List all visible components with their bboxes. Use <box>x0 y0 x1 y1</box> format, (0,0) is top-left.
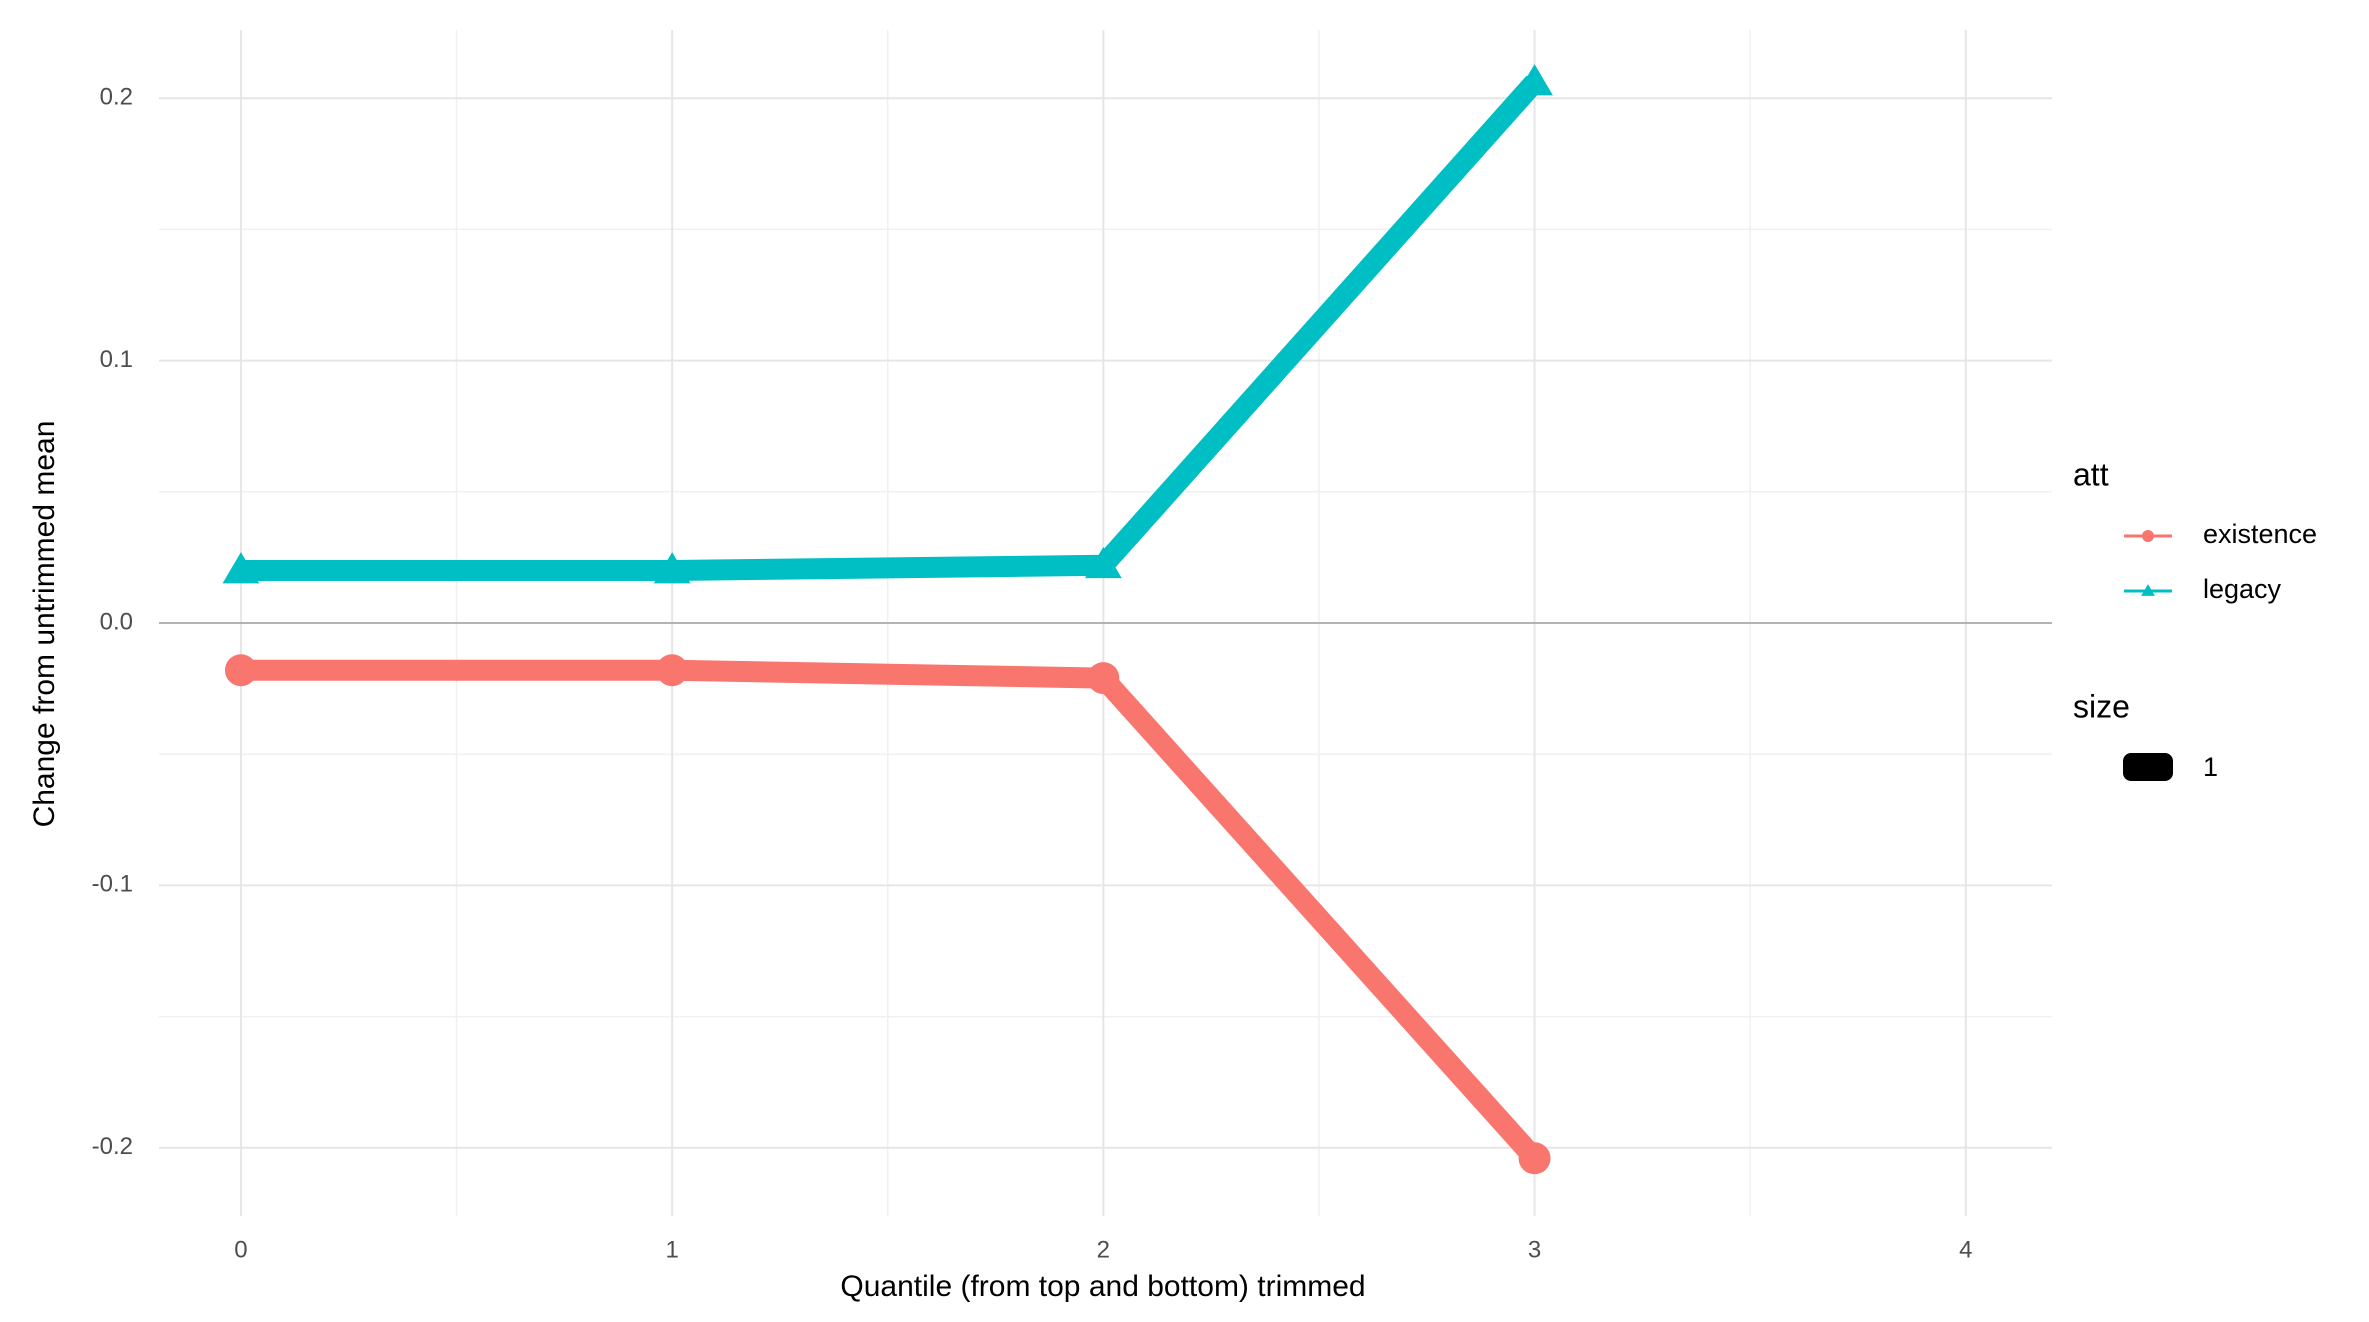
y-tick-label: 0.1 <box>100 346 133 373</box>
x-tick-label: 4 <box>1959 1236 1972 1263</box>
size-legend-title: size <box>2073 688 2130 724</box>
marker <box>1516 64 1553 96</box>
marker <box>1518 1142 1551 1175</box>
series-line <box>240 659 1543 1166</box>
x-tick-label: 0 <box>234 1236 247 1263</box>
marker <box>222 552 260 584</box>
y-axis-title: Change from untrimmed mean <box>28 421 61 828</box>
legend-label: existence <box>2203 519 2317 549</box>
marker <box>1087 662 1120 695</box>
marker <box>224 654 257 687</box>
marker <box>1084 546 1122 579</box>
legend-title: att <box>2073 456 2109 492</box>
marker <box>656 654 689 687</box>
legend-label: legacy <box>2203 574 2282 604</box>
series-line <box>240 75 1543 582</box>
x-tick-label: 3 <box>1528 1236 1541 1263</box>
x-tick-label: 2 <box>1097 1236 1110 1263</box>
x-tick-label: 1 <box>665 1236 678 1263</box>
y-tick-label: -0.1 <box>92 871 133 898</box>
y-tick-label: 0.2 <box>100 84 133 111</box>
marker <box>2142 530 2154 542</box>
marker <box>2141 584 2155 596</box>
y-tick-label: -0.2 <box>92 1133 133 1160</box>
marker <box>653 552 691 584</box>
size-legend-label: 1 <box>2203 752 2218 782</box>
x-axis-title: Quantile (from top and bottom) trimmed <box>840 1270 1365 1303</box>
size-legend-key <box>2123 753 2173 781</box>
y-tick-label: 0.0 <box>100 608 133 635</box>
